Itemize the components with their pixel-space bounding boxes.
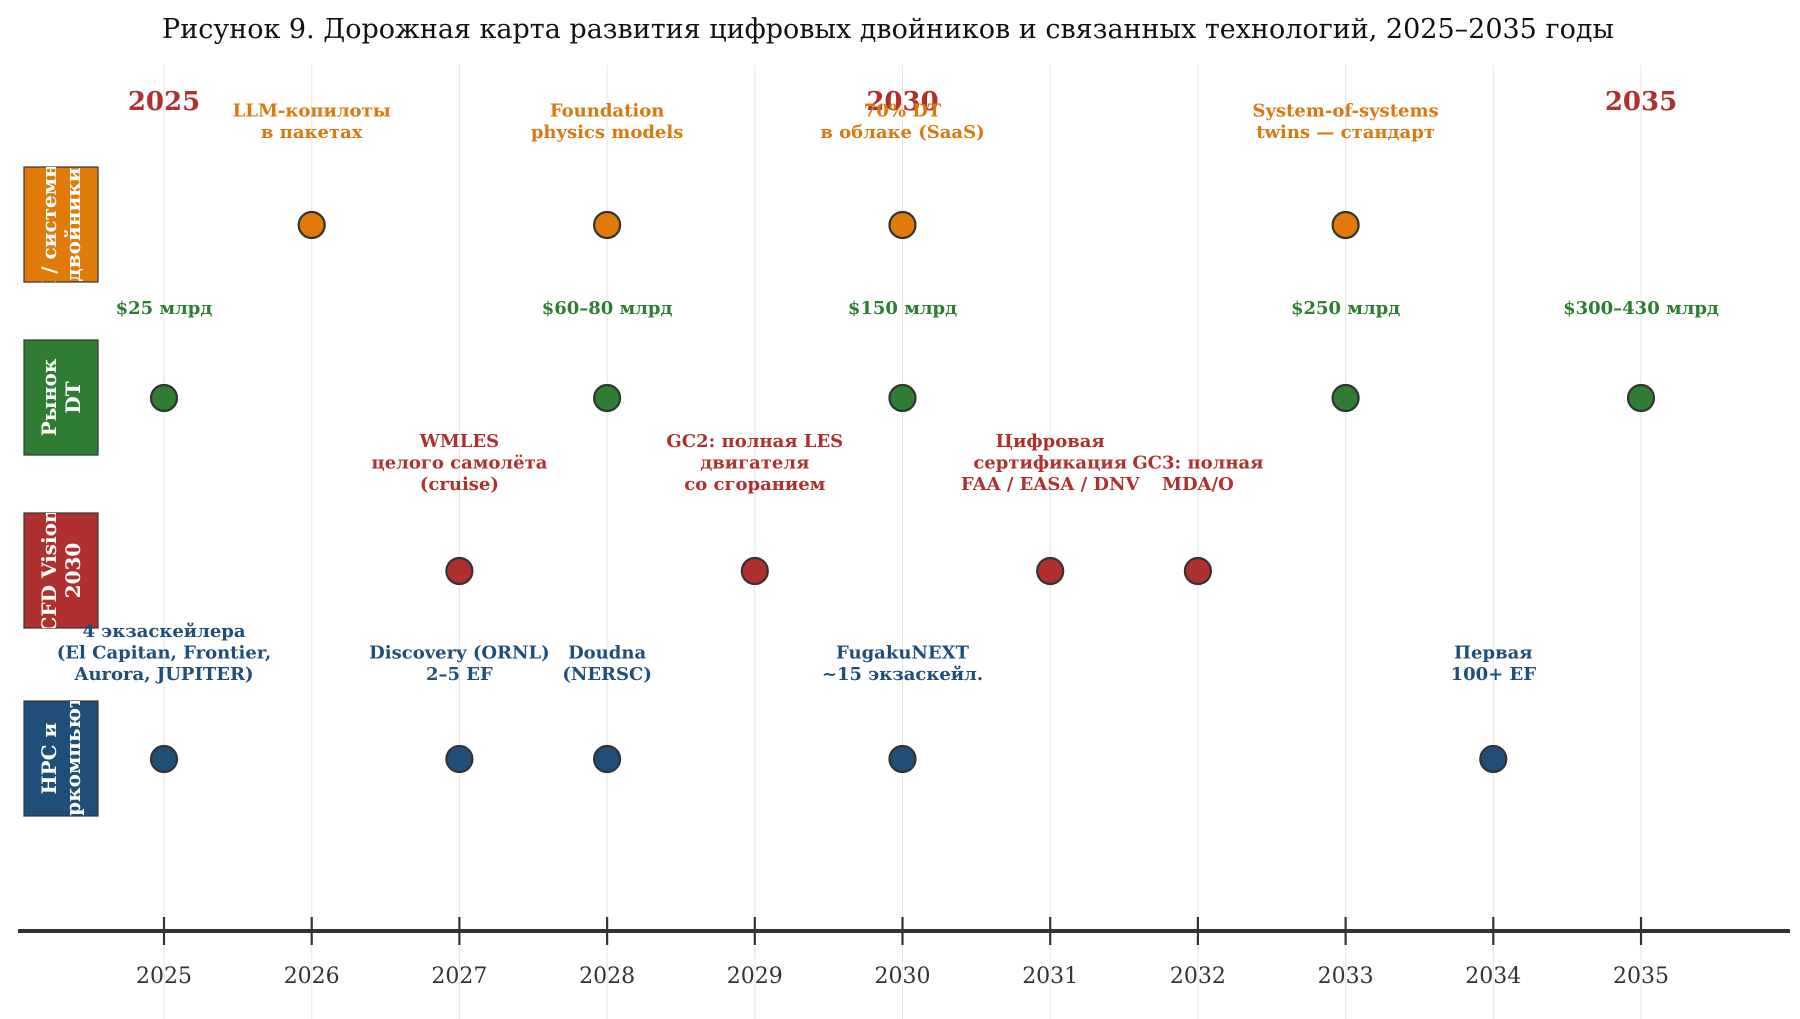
milestone-point-cfd-2032 [1183,556,1213,586]
milestone-point-ai-2028 [592,210,622,240]
x-tick-label-2029: 2029 [727,964,783,989]
x-tick-label-2031: 2031 [1022,964,1078,989]
milestone-label-cfd-2027: WMLES целого самолёта (cruise) [371,431,547,495]
x-tick-label-2030: 2030 [875,964,931,989]
chart-title: Рисунок 9. Дорожная карта развития цифро… [162,14,1614,45]
milestone-label-ai-2033: System-of-systems twins — стандарт [1253,101,1439,144]
x-axis: 2025 2026 2027 2028 2029 2030 2031 2032 2033 2034… [18,917,1790,989]
milestone-label-market-2033: $250 млрд [1291,298,1400,319]
milestone-label-cfd-2029: GC2: полная LES двигателя со сгоранием [666,431,843,495]
lane-label-market: РынокDT [23,339,99,456]
milestone-label-ai-2030: 70% DT в облаке (SaaS) [820,101,984,144]
highlight-year-2030: 2030 [866,87,938,117]
milestone-point-hpc-2027 [445,744,474,774]
lane-label-cfd: CFD Vision2030 [23,508,99,632]
milestone-point-hpc-2028 [592,744,622,774]
milestone-point-cfd-2031 [1036,556,1065,586]
x-tick-label-2026: 2026 [284,964,340,989]
lane-label-hpc: HPC исуперкомпьютеры [23,649,99,868]
x-tick-label-2033: 2033 [1318,964,1374,989]
milestone-point-ai-2033 [1331,210,1360,240]
milestone-point-market-2030 [888,383,917,413]
lane-box-cfd [23,512,99,629]
milestone-point-hpc-2030 [888,744,917,774]
highlight-years: 2025 2030 2035 [128,87,1677,117]
milestone-point-cfd-2029 [740,556,769,586]
milestone-label-cfd-2032: GC3: полная MDA/O [1132,453,1263,496]
milestone-label-market-2025: $25 млрд [116,298,213,319]
milestone-point-market-2033 [1331,383,1360,413]
lane-labels: ИИ / системныедвойники РынокDT CFD Vision2… [23,130,99,868]
grid-lines [163,65,1642,1019]
x-tick-label-2035: 2035 [1613,964,1669,989]
milestone-points [149,210,1656,774]
milestone-point-ai-2030 [888,210,917,240]
lane-title-ai: ИИ / системныедвойники [37,130,85,318]
milestone-label-market-2035: $300–430 млрд [1563,298,1719,319]
milestone-label-hpc-2025: 4 экзаскейлера (El Capitan, Frontier, Auro… [57,621,271,685]
milestone-point-market-2028 [592,383,622,413]
lane-box-ai [23,166,99,283]
x-tick-label-2032: 2032 [1170,964,1226,989]
milestone-point-hpc-2025 [149,744,179,774]
milestone-label-ai-2028: Foundation physics models [531,101,684,144]
milestone-label-hpc-2028: Doudna (NERSC) [562,643,652,686]
lane-box-hpc [23,700,99,817]
lane-box-market [23,339,99,456]
milestone-point-hpc-2034 [1479,744,1508,774]
x-tick-label-2025: 2025 [136,964,192,989]
milestone-point-ai-2026 [297,210,326,240]
milestone-label-hpc-2034: Первая 100+ EF [1451,643,1537,686]
lane-label-ai: ИИ / системныедвойники [23,130,99,318]
milestone-point-market-2025 [149,383,179,413]
milestone-label-hpc-2030: FugakuNEXT ~15 экзаскейл. [822,643,983,686]
lane-title-cfd: CFD Vision2030 [37,508,85,632]
milestone-point-cfd-2027 [445,556,474,586]
x-tick-label-2027: 2027 [431,964,487,989]
highlight-year-2035: 2035 [1605,87,1677,117]
milestone-label-market-2030: $150 млрд [848,298,957,319]
lane-title-market: РынокDT [37,358,85,436]
x-tick-label-2028: 2028 [579,964,635,989]
milestone-label-hpc-2027: Discovery (ORNL) 2–5 EF [369,643,549,686]
x-tick-label-2034: 2034 [1465,964,1521,989]
milestone-label-ai-2026: LLM-копилоты в пакетах [233,101,391,144]
highlight-year-2025: 2025 [128,87,200,117]
milestone-point-market-2035 [1626,383,1656,413]
lane-title-hpc: HPC исуперкомпьютеры [37,649,85,868]
milestone-label-cfd-2031: Цифровая сертификация FAA / EASA / DNV [961,431,1141,495]
milestone-label-market-2028: $60–80 млрд [542,298,673,319]
milestone-labels: LLM-копилоты в пакетах Foundation physics m… [57,101,1719,686]
